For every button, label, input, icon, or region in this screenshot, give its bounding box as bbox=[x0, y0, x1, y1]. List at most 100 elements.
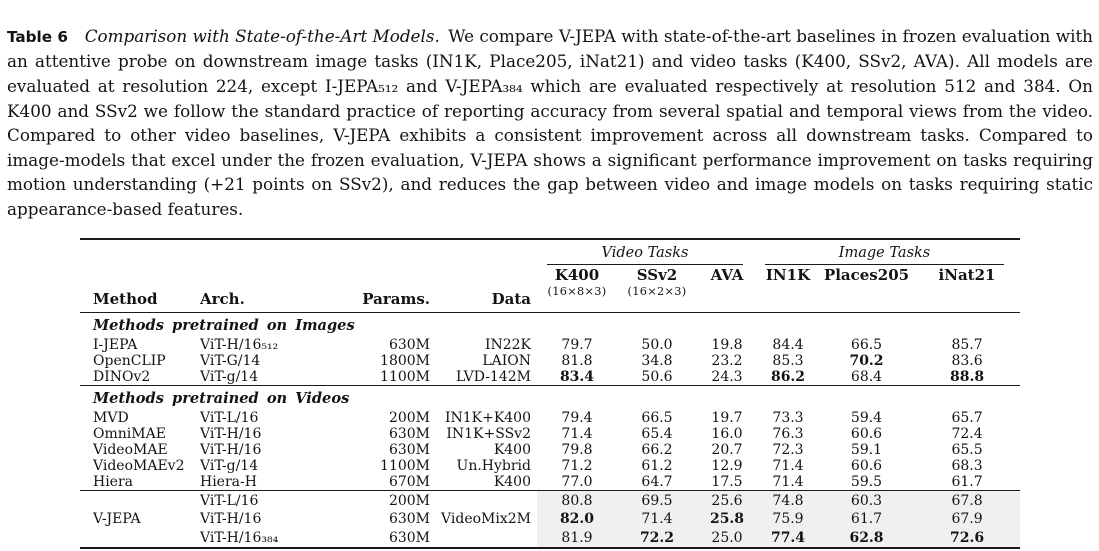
column-header-row: Method Arch. Params. Data K400 (16×8×3) … bbox=[80, 265, 1021, 314]
col-header-inat21: iNat21 bbox=[914, 265, 1021, 314]
cell-data: K400 bbox=[493, 474, 531, 490]
cell-params: 1100M bbox=[380, 458, 430, 474]
cell-data-videomix2m: VideoMix2M bbox=[441, 511, 531, 528]
cell-ava: 12.9 bbox=[711, 458, 743, 474]
table-caption: Table 6 Comparison with State-of-the-Art… bbox=[0, 17, 1099, 222]
cell-arch: ViT-L/16 bbox=[200, 410, 259, 426]
cell-ssv2: 66.2 bbox=[641, 442, 673, 458]
table-row-vjepa-vith16-384: ViT-H/16₃₈₄ 630M 81.9 72.2 25.0 77.4 62.… bbox=[80, 528, 1021, 548]
k400-label: K400 bbox=[554, 266, 600, 285]
ssv2-label: SSv2 bbox=[636, 266, 678, 285]
cell-places205: 60.6 bbox=[850, 426, 883, 442]
cell-method: MVD bbox=[93, 410, 129, 426]
cell-k400: 77.0 bbox=[561, 474, 593, 490]
image-tasks-header-cell: Image Tasks bbox=[757, 239, 1020, 266]
cell-in1k: 72.3 bbox=[772, 442, 804, 458]
table-row-hiera: Hiera Hiera-H 670M K400 77.0 64.7 17.5 7… bbox=[80, 474, 1020, 491]
cell-in1k: 74.8 bbox=[757, 490, 820, 510]
cell-params: 1100M bbox=[380, 369, 430, 385]
cell-method: Hiera bbox=[93, 474, 134, 490]
group-label-row: Methods pretrained on Videos bbox=[80, 386, 1020, 411]
group-label-row: Methods pretrained on Images bbox=[80, 313, 1020, 338]
cell-method: OpenCLIP bbox=[93, 353, 166, 369]
cell-places205: 59.5 bbox=[850, 474, 883, 490]
cell-ava: 17.5 bbox=[711, 474, 743, 490]
caption-body: We compare V-JEPA with state-of-the-art … bbox=[7, 25, 1093, 219]
cell-method: DINOv2 bbox=[93, 369, 151, 385]
table-row-dinov2: DINOv2 ViT-g/14 1100M LVD-142M 83.4 50.6… bbox=[80, 369, 1020, 386]
cell-ssv2: 71.4 bbox=[617, 509, 697, 529]
col-header-params: Params. bbox=[345, 265, 435, 314]
video-tasks-label: Video Tasks bbox=[547, 245, 744, 266]
group-pretrained-on-videos: Methods pretrained on Videos MVD ViT-L/1… bbox=[80, 385, 1021, 491]
cell-arch: ViT-g/14 bbox=[200, 458, 259, 474]
cell-arch: ViT-H/16₅₁₂ bbox=[200, 337, 279, 353]
cell-inat21: 88.8 bbox=[949, 369, 985, 385]
cell-in1k: 85.3 bbox=[772, 353, 804, 369]
col-header-method: Method bbox=[80, 265, 200, 314]
table-row-vjepa-vith16: ViT-H/16 630M 82.0 71.4 25.8 75.9 61.7 6… bbox=[80, 509, 1021, 529]
col-header-in1k: IN1K bbox=[757, 265, 820, 314]
cell-in1k: 75.9 bbox=[757, 509, 820, 529]
cell-arch: ViT-H/16 bbox=[200, 442, 262, 458]
cell-ava: 25.8 bbox=[697, 509, 758, 529]
cell-data: IN22K bbox=[484, 337, 531, 353]
cell-ava: 25.6 bbox=[697, 490, 758, 510]
cell-ssv2: 61.2 bbox=[641, 458, 673, 474]
cell-inat21: 72.6 bbox=[914, 528, 1021, 548]
cell-k400: 79.7 bbox=[561, 337, 593, 353]
cell-data: LAION bbox=[482, 353, 531, 369]
ssv2-views-label: (16×2×3) bbox=[627, 285, 687, 299]
group-pretrained-on-images: Methods pretrained on Images I-JEPA ViT-… bbox=[80, 312, 1021, 386]
cell-ava: 24.3 bbox=[711, 369, 743, 385]
paper-page: Table 6 Comparison with State-of-the-Art… bbox=[0, 17, 1099, 551]
cell-arch: ViT-g/14 bbox=[200, 369, 259, 385]
spacer-cell bbox=[80, 239, 537, 265]
cell-ssv2: 64.7 bbox=[641, 474, 673, 490]
cell-places205: 68.4 bbox=[850, 369, 883, 385]
cell-arch: ViT-H/16₃₈₄ bbox=[200, 529, 279, 546]
table-row-mvd: MVD ViT-L/16 200M IN1K+K400 79.4 66.5 19… bbox=[80, 410, 1020, 426]
cell-k400: 81.9 bbox=[537, 528, 617, 548]
cell-params: 630M bbox=[388, 442, 430, 458]
table-row-openclip: OpenCLIP ViT-G/14 1800M LAION 81.8 34.8 … bbox=[80, 353, 1020, 369]
table-row-ijepa: I-JEPA ViT-H/16₅₁₂ 630M IN22K 79.7 50.0 … bbox=[80, 337, 1020, 353]
cell-inat21: 67.9 bbox=[914, 509, 1021, 529]
col-header-places205: Places205 bbox=[819, 265, 915, 314]
cell-data: IN1K+SSv2 bbox=[446, 426, 531, 442]
cell-ssv2: 72.2 bbox=[617, 528, 697, 548]
cell-places205: 59.4 bbox=[850, 410, 883, 426]
cell-inat21: 61.7 bbox=[951, 474, 983, 490]
cell-places205: 60.3 bbox=[819, 490, 915, 510]
col-header-arch: Arch. bbox=[200, 265, 345, 314]
cell-ava: 20.7 bbox=[711, 442, 743, 458]
cell-k400: 80.8 bbox=[537, 490, 617, 510]
cell-method: VideoMAE bbox=[93, 442, 168, 458]
cell-params: 630M bbox=[388, 426, 430, 442]
cell-data: LVD-142M bbox=[455, 369, 531, 385]
cell-arch: ViT-H/16 bbox=[200, 511, 262, 528]
caption-tag: Table 6 bbox=[7, 27, 68, 46]
cell-k400: 79.4 bbox=[561, 410, 593, 426]
cell-inat21: 65.5 bbox=[951, 442, 983, 458]
cell-inat21: 72.4 bbox=[951, 426, 983, 442]
cell-params: 630M bbox=[388, 529, 430, 546]
cell-params: 200M bbox=[388, 492, 430, 509]
table-row-videomae: VideoMAE ViT-H/16 630M K400 79.8 66.2 20… bbox=[80, 442, 1020, 458]
col-header-ava: AVA bbox=[697, 265, 758, 314]
cell-method: OmniMAE bbox=[93, 426, 166, 442]
cell-params: 670M bbox=[388, 474, 430, 490]
results-table: Video Tasks Image Tasks Method Arch. Par… bbox=[80, 238, 1021, 549]
cell-ssv2: 69.5 bbox=[617, 490, 697, 510]
cell-inat21: 83.6 bbox=[951, 353, 983, 369]
cell-k400: 71.2 bbox=[561, 458, 593, 474]
table-row-omnimae: OmniMAE ViT-H/16 630M IN1K+SSv2 71.4 65.… bbox=[80, 426, 1020, 442]
cell-places205: 60.6 bbox=[850, 458, 883, 474]
cell-data: Un.Hybrid bbox=[456, 458, 531, 474]
cell-params: 200M bbox=[388, 410, 430, 426]
cell-in1k: 71.4 bbox=[772, 458, 804, 474]
cell-arch: ViT-L/16 bbox=[200, 492, 259, 509]
cell-ava: 25.0 bbox=[697, 528, 758, 548]
k400-views-label: (16×8×3) bbox=[547, 285, 607, 299]
group-label-images: Methods pretrained on Images bbox=[93, 316, 355, 334]
